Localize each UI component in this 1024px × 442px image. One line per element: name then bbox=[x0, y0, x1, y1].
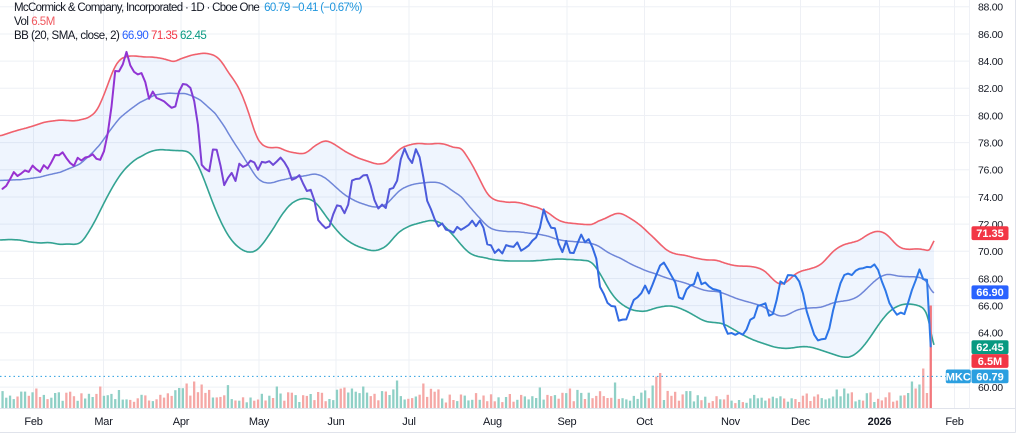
svg-text:76.00: 76.00 bbox=[978, 165, 1003, 177]
svg-text:62.45: 62.45 bbox=[976, 342, 1004, 354]
svg-text:Jun: Jun bbox=[327, 416, 344, 428]
svg-text:Sep: Sep bbox=[558, 416, 577, 428]
svg-text:66.00: 66.00 bbox=[978, 301, 1003, 313]
svg-text:Feb: Feb bbox=[24, 416, 42, 428]
svg-text:2026: 2026 bbox=[868, 416, 892, 428]
svg-text:64.00: 64.00 bbox=[978, 328, 1003, 340]
svg-text:68.00: 68.00 bbox=[978, 273, 1003, 285]
svg-text:66.90: 66.90 bbox=[976, 287, 1004, 299]
svg-text:Feb: Feb bbox=[945, 416, 963, 428]
svg-text:6.5M: 6.5M bbox=[978, 356, 1002, 368]
svg-text:60.79: 60.79 bbox=[976, 371, 1004, 383]
svg-text:86.00: 86.00 bbox=[978, 29, 1003, 41]
svg-text:Oct: Oct bbox=[636, 416, 653, 428]
svg-text:71.35: 71.35 bbox=[976, 228, 1004, 240]
svg-text:74.00: 74.00 bbox=[978, 192, 1003, 204]
svg-text:Aug: Aug bbox=[483, 416, 502, 428]
svg-text:Nov: Nov bbox=[721, 416, 741, 428]
svg-text:May: May bbox=[249, 416, 270, 428]
svg-text:Apr: Apr bbox=[173, 416, 190, 428]
svg-text:60.00: 60.00 bbox=[978, 382, 1003, 394]
svg-text:78.00: 78.00 bbox=[978, 138, 1003, 150]
svg-text:MKC: MKC bbox=[946, 371, 971, 383]
svg-text:80.00: 80.00 bbox=[978, 110, 1003, 122]
svg-text:70.00: 70.00 bbox=[978, 246, 1003, 258]
svg-text:Jul: Jul bbox=[402, 416, 415, 428]
svg-text:84.00: 84.00 bbox=[978, 56, 1003, 68]
svg-text:88.00: 88.00 bbox=[978, 2, 1003, 14]
svg-text:Dec: Dec bbox=[791, 416, 811, 428]
svg-text:82.00: 82.00 bbox=[978, 83, 1003, 95]
svg-text:Mar: Mar bbox=[94, 416, 113, 428]
